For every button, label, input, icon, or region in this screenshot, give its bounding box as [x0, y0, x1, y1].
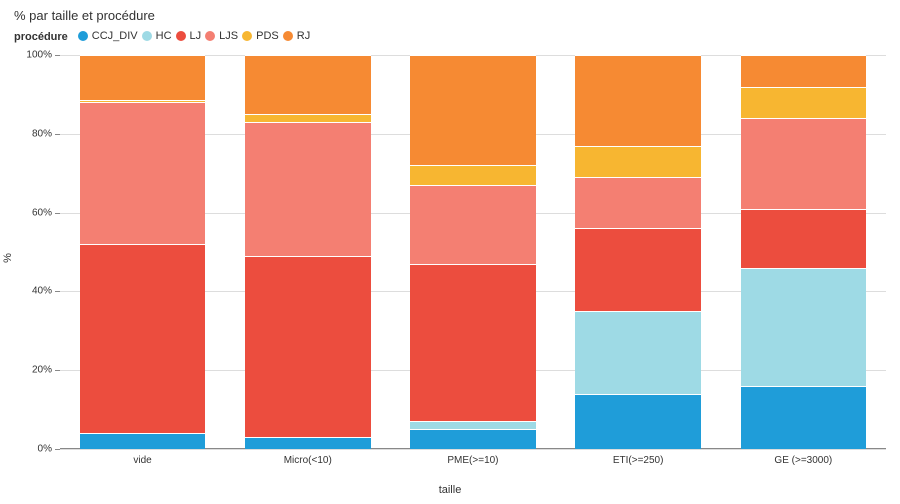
- bar-segment-ljs[interactable]: [245, 122, 371, 256]
- legend-label-text: LJ: [190, 30, 202, 42]
- bar-segment-pds[interactable]: [410, 165, 536, 185]
- bar-group[interactable]: ETI(>=250): [575, 55, 701, 449]
- legend-item-ccj_div[interactable]: CCJ_DIV: [78, 30, 138, 42]
- legend-item-lj[interactable]: LJ: [176, 30, 202, 42]
- x-tick-label: PME(>=10): [447, 455, 498, 466]
- bar-group[interactable]: PME(>=10): [410, 55, 536, 449]
- bar-group[interactable]: vide: [80, 55, 206, 449]
- bar-segment-rj[interactable]: [410, 55, 536, 165]
- bar-segment-rj[interactable]: [741, 55, 867, 87]
- bar-segment-lj[interactable]: [80, 244, 206, 433]
- legend-label-text: LJS: [219, 30, 238, 42]
- legend-swatch: [283, 31, 293, 41]
- bar-segment-lj[interactable]: [410, 264, 536, 422]
- bar-segment-ccj_div[interactable]: [575, 394, 701, 449]
- legend-label-text: CCJ_DIV: [92, 30, 138, 42]
- y-axis-label: %: [2, 253, 14, 263]
- bar-segment-hc[interactable]: [410, 421, 536, 429]
- bars-row: vide Micro(<10) PME(>=10) ETI(>=250) GE (>=3…: [60, 55, 886, 449]
- bar-segment-hc[interactable]: [741, 268, 867, 386]
- plot-area: 0%20%40%60%80%100%videMicro(<10)PME(>=10…: [60, 55, 886, 449]
- chart-title: % par taille et procédure: [14, 8, 155, 23]
- bar-segment-ljs[interactable]: [80, 102, 206, 244]
- bar-segment-rj[interactable]: [245, 55, 371, 114]
- legend-swatch: [142, 31, 152, 41]
- legend: procédure CCJ_DIV HC LJ LJS PDS RJ: [14, 30, 314, 44]
- legend-label-text: PDS: [256, 30, 279, 42]
- bar-segment-lj[interactable]: [741, 209, 867, 268]
- bar-segment-pds[interactable]: [575, 146, 701, 178]
- bar-segment-rj[interactable]: [575, 55, 701, 146]
- bar-segment-ccj_div[interactable]: [741, 386, 867, 449]
- legend-swatch: [205, 31, 215, 41]
- legend-title: procédure: [14, 31, 68, 43]
- bar-segment-hc[interactable]: [575, 311, 701, 394]
- legend-item-ljs[interactable]: LJS: [205, 30, 238, 42]
- legend-swatch: [242, 31, 252, 41]
- bar-segment-ccj_div[interactable]: [80, 433, 206, 449]
- gridline: [60, 449, 886, 450]
- bar-segment-ljs[interactable]: [410, 185, 536, 264]
- legend-label-text: HC: [156, 30, 172, 42]
- x-axis-label: taille: [439, 484, 462, 496]
- y-tick-label: 80%: [32, 128, 52, 139]
- legend-item-pds[interactable]: PDS: [242, 30, 279, 42]
- bar-segment-lj[interactable]: [575, 228, 701, 311]
- y-tick-label: 100%: [26, 50, 52, 61]
- legend-swatch: [176, 31, 186, 41]
- bar-group[interactable]: Micro(<10): [245, 55, 371, 449]
- legend-swatch: [78, 31, 88, 41]
- bar-segment-ccj_div[interactable]: [245, 437, 371, 449]
- bar-segment-ccj_div[interactable]: [410, 429, 536, 449]
- chart-container: % par taille et procédure procédure CCJ_…: [0, 0, 900, 504]
- y-tick-label: 0%: [38, 444, 52, 455]
- bar-segment-pds[interactable]: [245, 114, 371, 122]
- legend-item-hc[interactable]: HC: [142, 30, 172, 42]
- x-tick-label: ETI(>=250): [613, 455, 664, 466]
- x-tick-label: GE (>=3000): [774, 455, 832, 466]
- x-tick-label: Micro(<10): [284, 455, 332, 466]
- bar-segment-rj[interactable]: [80, 55, 206, 100]
- bar-segment-ljs[interactable]: [741, 118, 867, 209]
- y-tick: [55, 449, 60, 450]
- y-tick-label: 20%: [32, 365, 52, 376]
- bar-segment-ljs[interactable]: [575, 177, 701, 228]
- bar-group[interactable]: GE (>=3000): [741, 55, 867, 449]
- legend-item-rj[interactable]: RJ: [283, 30, 310, 42]
- legend-label-text: RJ: [297, 30, 310, 42]
- bar-segment-lj[interactable]: [245, 256, 371, 437]
- bar-segment-pds[interactable]: [741, 87, 867, 119]
- x-tick-label: vide: [133, 455, 151, 466]
- y-tick-label: 40%: [32, 286, 52, 297]
- y-tick-label: 60%: [32, 207, 52, 218]
